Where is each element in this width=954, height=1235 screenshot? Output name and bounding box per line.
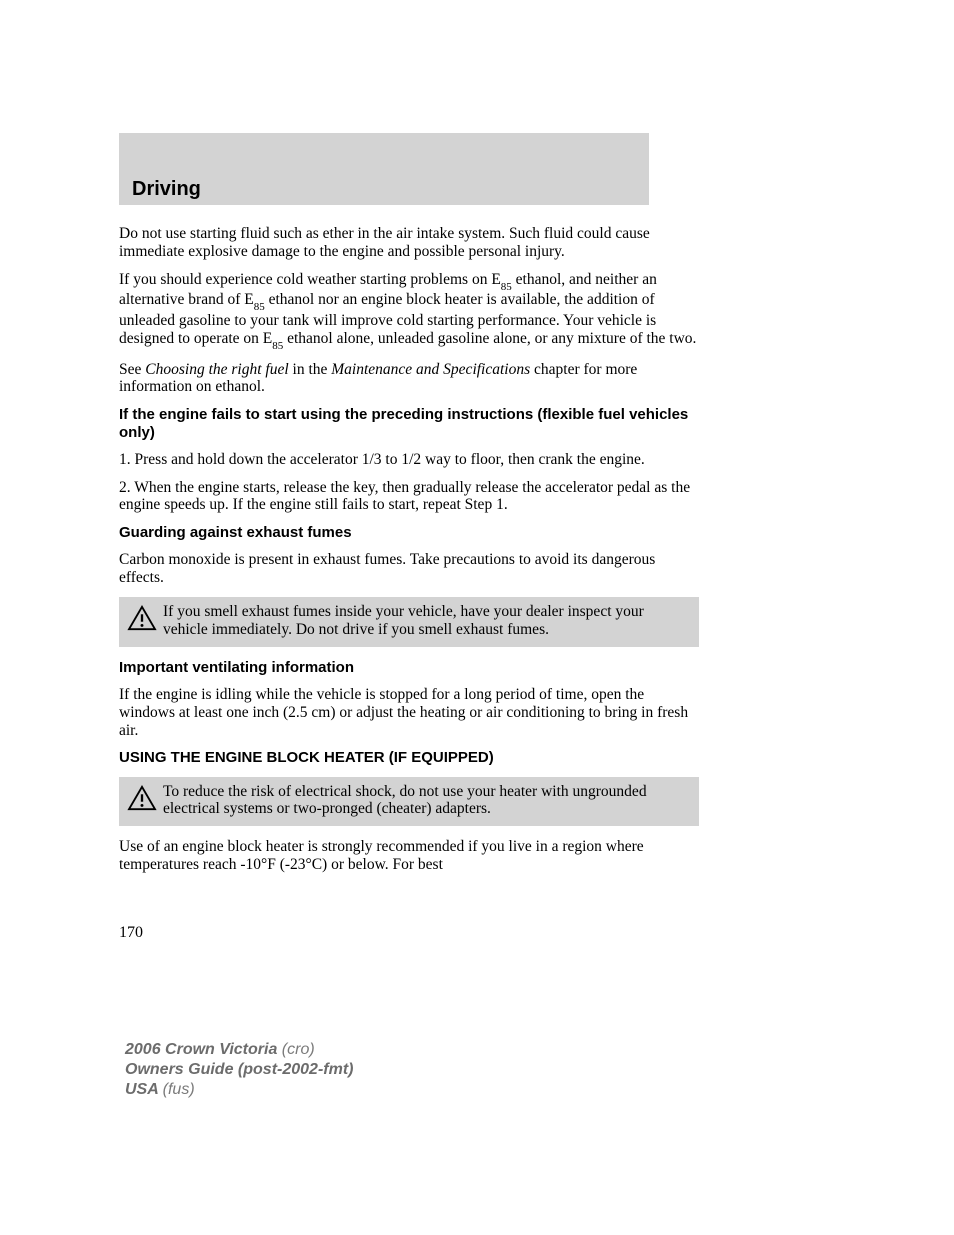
paragraph: See Choosing the right fuel in the Maint… [119, 361, 699, 397]
footer-bold: USA [125, 1081, 163, 1098]
warning-icon [127, 605, 157, 631]
footer-text: (fus) [163, 1081, 195, 1098]
footer-bold: Owners Guide (post-2002-fmt) [125, 1061, 353, 1078]
footer: 2006 Crown Victoria (cro) Owners Guide (… [125, 1040, 353, 1100]
subscript: 85 [501, 281, 512, 293]
footer-text: (cro) [282, 1041, 315, 1058]
italic-text: Maintenance and Specifications [331, 361, 530, 378]
warning-text: If you smell exhaust fumes inside your v… [163, 603, 644, 638]
text: in the [289, 361, 332, 378]
footer-line: 2006 Crown Victoria (cro) [125, 1040, 353, 1060]
paragraph: Use of an engine block heater is strongl… [119, 838, 699, 874]
paragraph: If you should experience cold weather st… [119, 271, 699, 351]
paragraph: Carbon monoxide is present in exhaust fu… [119, 551, 699, 587]
paragraph: If the engine is idling while the vehicl… [119, 686, 699, 739]
paragraph: Do not use starting fluid such as ether … [119, 225, 699, 261]
text: ethanol alone, unleaded gasoline alone, … [283, 330, 696, 347]
warning-icon [127, 785, 157, 811]
bold-heading: If the engine fails to start using the p… [119, 406, 699, 441]
subscript: 85 [272, 340, 283, 352]
footer-line: USA (fus) [125, 1080, 353, 1100]
footer-line: Owners Guide (post-2002-fmt) [125, 1060, 353, 1080]
subscript: 85 [254, 301, 265, 313]
bold-heading: Guarding against exhaust fumes [119, 524, 699, 541]
paragraph: 2. When the engine starts, release the k… [119, 479, 699, 515]
warning-box: If you smell exhaust fumes inside your v… [119, 597, 699, 647]
page-number: 170 [119, 924, 143, 942]
italic-text: Choosing the right fuel [145, 361, 288, 378]
text: If you should experience cold weather st… [119, 271, 501, 288]
paragraph: 1. Press and hold down the accelerator 1… [119, 451, 699, 469]
page-title: Driving [132, 178, 201, 201]
bold-heading: Important ventilating information [119, 659, 699, 676]
footer-bold: 2006 Crown Victoria [125, 1041, 282, 1058]
warning-box: To reduce the risk of electrical shock, … [119, 777, 699, 827]
page-content: Do not use starting fluid such as ether … [119, 225, 699, 884]
text: See [119, 361, 145, 378]
bold-heading: USING THE ENGINE BLOCK HEATER (IF EQUIPP… [119, 749, 699, 766]
warning-text: To reduce the risk of electrical shock, … [163, 783, 647, 818]
